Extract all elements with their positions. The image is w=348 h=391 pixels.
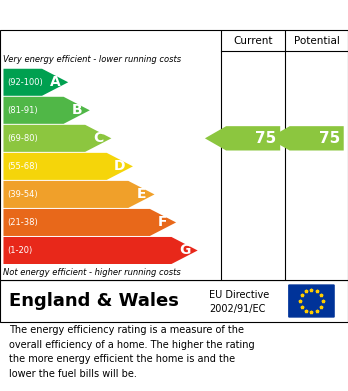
Polygon shape: [3, 69, 68, 96]
Text: Energy Efficiency Rating: Energy Efficiency Rating: [9, 7, 219, 23]
Polygon shape: [3, 209, 176, 236]
Text: (69-80): (69-80): [8, 134, 38, 143]
Text: (1-20): (1-20): [8, 246, 33, 255]
Text: D: D: [114, 160, 126, 173]
Polygon shape: [3, 125, 111, 152]
Polygon shape: [3, 181, 155, 208]
Polygon shape: [268, 126, 344, 151]
Text: England & Wales: England & Wales: [9, 292, 179, 310]
Text: F: F: [158, 215, 168, 230]
Text: EU Directive: EU Directive: [209, 290, 269, 300]
Text: C: C: [93, 131, 103, 145]
Text: Current: Current: [234, 36, 273, 46]
Text: (55-68): (55-68): [8, 162, 38, 171]
Text: (92-100): (92-100): [8, 78, 44, 87]
Polygon shape: [3, 97, 90, 124]
Text: (21-38): (21-38): [8, 218, 38, 227]
Text: A: A: [50, 75, 61, 89]
Polygon shape: [205, 126, 280, 151]
Text: 75: 75: [255, 131, 276, 146]
Text: Potential: Potential: [294, 36, 340, 46]
Text: Not energy efficient - higher running costs: Not energy efficient - higher running co…: [3, 268, 181, 277]
Polygon shape: [3, 237, 198, 264]
Text: (39-54): (39-54): [8, 190, 38, 199]
Text: 2002/91/EC: 2002/91/EC: [209, 305, 265, 314]
Text: The energy efficiency rating is a measure of the
overall efficiency of a home. T: The energy efficiency rating is a measur…: [9, 325, 254, 378]
Text: B: B: [71, 103, 82, 117]
Text: Very energy efficient - lower running costs: Very energy efficient - lower running co…: [3, 56, 182, 65]
Text: G: G: [179, 244, 190, 258]
Text: (81-91): (81-91): [8, 106, 38, 115]
FancyBboxPatch shape: [289, 285, 334, 317]
Polygon shape: [3, 153, 133, 180]
Text: E: E: [137, 187, 146, 201]
Text: 75: 75: [318, 131, 340, 146]
